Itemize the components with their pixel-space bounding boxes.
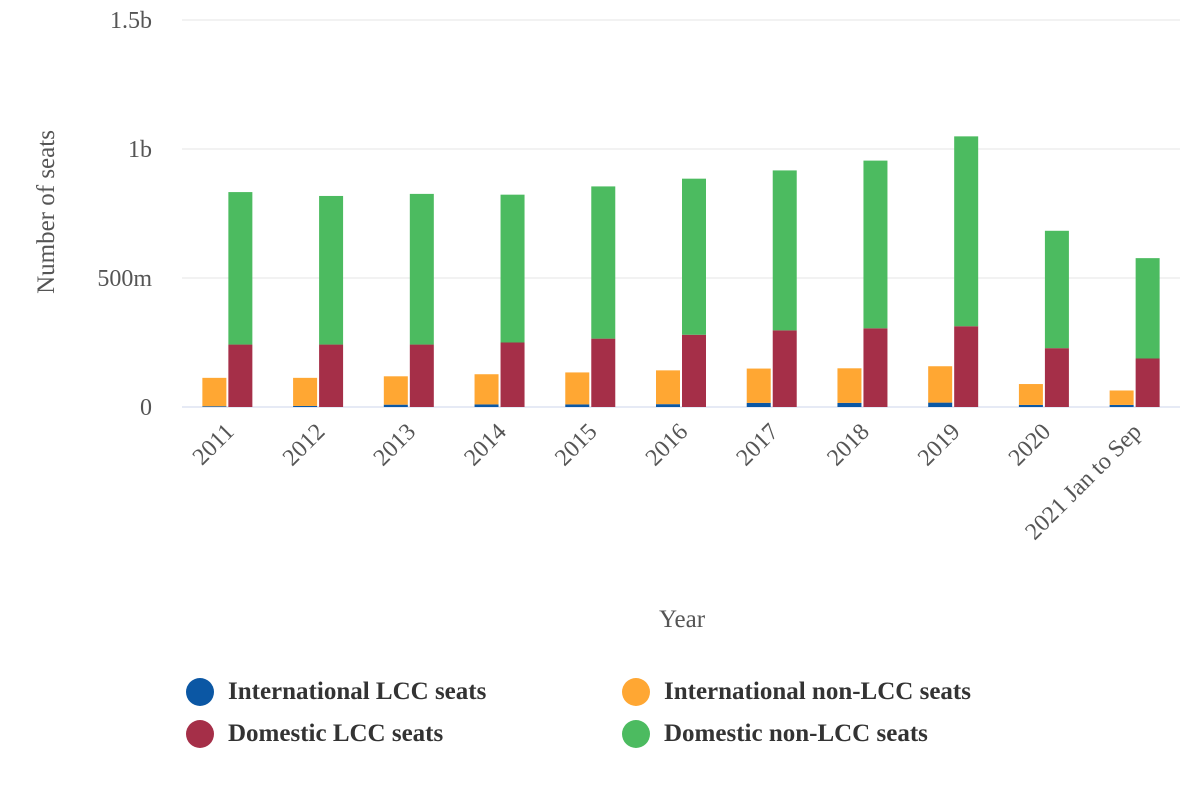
bar-international-non-lcc-seats-2020[interactable]: [1018, 384, 1043, 405]
bar-international-non-lcc-seats-2017[interactable]: [746, 368, 771, 403]
bar-domestic-non-lcc-seats-2012[interactable]: [319, 195, 344, 345]
x-tick-label: 2012: [278, 419, 330, 471]
bar-international-non-lcc-seats-2011[interactable]: [202, 377, 227, 407]
y-tick-label: 1.5b: [110, 8, 152, 34]
bar-international-lcc-seats-2011[interactable]: [202, 406, 227, 407]
legend-label: International LCC seats: [228, 678, 487, 705]
y-tick-label: 1b: [128, 137, 152, 163]
x-axis-title: Year: [659, 606, 706, 633]
legend-label: Domestic LCC seats: [228, 720, 444, 747]
bar-international-non-lcc-seats-2018[interactable]: [837, 368, 862, 403]
legend-dot-icon: [186, 678, 214, 706]
bar-international-non-lcc-seats-2021-Jan-to-Sep[interactable]: [1109, 390, 1134, 405]
x-tick-label: 2013: [369, 419, 421, 471]
bar-domestic-non-lcc-seats-2017[interactable]: [772, 170, 797, 331]
x-tick-label: 2018: [822, 419, 874, 471]
bar-international-lcc-seats-2021-Jan-to-Sep[interactable]: [1109, 404, 1134, 407]
grid-lines: [182, 19, 1180, 408]
x-tick-label: 2017: [732, 419, 784, 471]
bar-domestic-lcc-seats-2013[interactable]: [409, 344, 434, 407]
bar-domestic-non-lcc-seats-2014[interactable]: [500, 194, 525, 343]
legend-item-domestic-lcc[interactable]: Domestic LCC seats: [186, 720, 443, 748]
bar-domestic-non-lcc-seats-2018[interactable]: [863, 160, 888, 329]
bar-international-non-lcc-seats-2014[interactable]: [474, 374, 499, 405]
bar-domestic-lcc-seats-2017[interactable]: [772, 330, 797, 407]
bar-international-lcc-seats-2015[interactable]: [565, 404, 590, 407]
bar-domestic-lcc-seats-2012[interactable]: [319, 344, 344, 407]
x-tick-label: 2011: [188, 419, 240, 471]
y-axis-title: Number of seats: [33, 130, 60, 294]
bar-international-lcc-seats-2016[interactable]: [656, 404, 680, 407]
bar-domestic-non-lcc-seats-2021-Jan-to-Sep[interactable]: [1135, 258, 1160, 359]
bar-domestic-lcc-seats-2021-Jan-to-Sep[interactable]: [1135, 358, 1160, 407]
x-tick-label: 2020: [1004, 419, 1056, 471]
legend-item-international-lcc[interactable]: International LCC seats: [186, 678, 486, 706]
bar-international-lcc-seats-2020[interactable]: [1018, 404, 1043, 407]
bar-domestic-lcc-seats-2011[interactable]: [228, 344, 253, 407]
bar-domestic-non-lcc-seats-2019[interactable]: [954, 136, 979, 327]
bar-domestic-lcc-seats-2014[interactable]: [500, 342, 525, 408]
bar-domestic-non-lcc-seats-2011[interactable]: [228, 192, 253, 345]
legend-item-domestic-non-lcc[interactable]: Domestic non-LCC seats: [622, 720, 928, 748]
bar-international-non-lcc-seats-2016[interactable]: [656, 370, 680, 405]
bar-international-lcc-seats-2013[interactable]: [383, 404, 408, 407]
x-tick-label: 2014: [459, 419, 511, 471]
bar-international-non-lcc-seats-2013[interactable]: [383, 376, 408, 405]
x-tick-label: 2015: [550, 419, 602, 471]
legend: International LCC seats International no…: [186, 672, 1086, 762]
bar-domestic-lcc-seats-2015[interactable]: [591, 338, 616, 407]
legend-dot-icon: [622, 678, 650, 706]
legend-label: International non-LCC seats: [664, 678, 971, 705]
x-tick-label: 2019: [913, 419, 965, 471]
bar-domestic-non-lcc-seats-2016[interactable]: [682, 178, 706, 335]
y-axis-ticks: 0 500m 1b 1.5b: [97, 8, 152, 421]
bar-international-lcc-seats-2012[interactable]: [293, 405, 318, 407]
bar-domestic-lcc-seats-2016[interactable]: [682, 334, 706, 407]
bar-domestic-non-lcc-seats-2013[interactable]: [409, 193, 434, 345]
bars: [202, 136, 1160, 408]
bar-domestic-lcc-seats-2019[interactable]: [954, 326, 979, 407]
bar-international-lcc-seats-2014[interactable]: [474, 404, 499, 407]
x-tick-label: 2016: [641, 419, 693, 471]
y-tick-label: 0: [140, 395, 152, 421]
bar-domestic-lcc-seats-2020[interactable]: [1044, 348, 1069, 407]
legend-label: Domestic non-LCC seats: [664, 720, 928, 747]
bar-international-lcc-seats-2019[interactable]: [928, 402, 953, 407]
bar-international-non-lcc-seats-2015[interactable]: [565, 372, 590, 405]
bar-domestic-non-lcc-seats-2020[interactable]: [1044, 230, 1069, 349]
bar-domestic-non-lcc-seats-2015[interactable]: [591, 186, 616, 339]
legend-dot-icon: [622, 720, 650, 748]
bar-international-lcc-seats-2018[interactable]: [837, 402, 862, 407]
bar-domestic-lcc-seats-2018[interactable]: [863, 328, 888, 407]
bar-international-non-lcc-seats-2012[interactable]: [293, 377, 318, 406]
bar-international-non-lcc-seats-2019[interactable]: [928, 366, 953, 403]
legend-dot-icon: [186, 720, 214, 748]
y-tick-label: 500m: [97, 266, 152, 292]
legend-item-international-non-lcc[interactable]: International non-LCC seats: [622, 678, 971, 706]
x-axis-ticks: 2011 2012 2013 2014 2015 2016 2017 2018 2019 2020…: [188, 419, 1147, 545]
bar-international-lcc-seats-2017[interactable]: [746, 402, 771, 407]
